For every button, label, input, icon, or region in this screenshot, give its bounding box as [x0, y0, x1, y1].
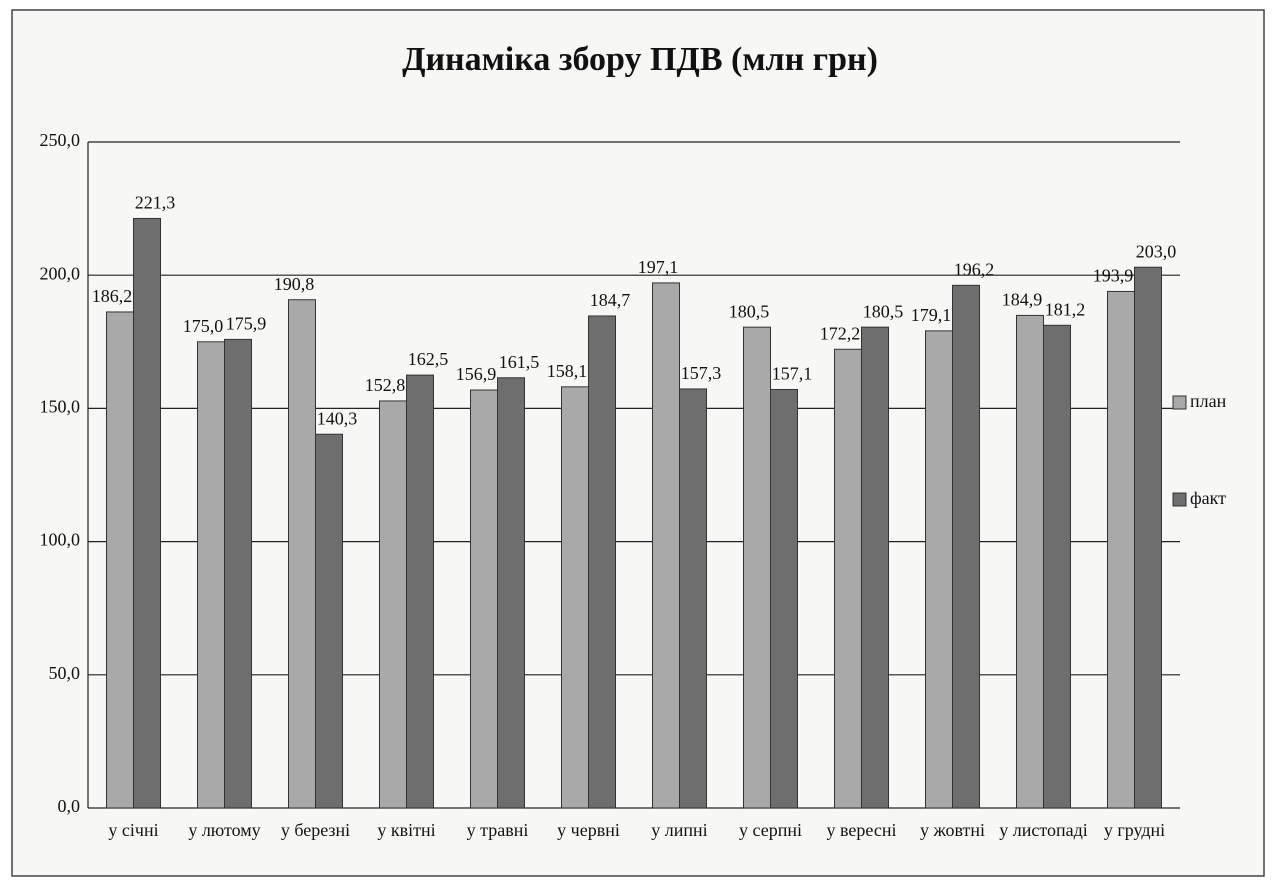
bar	[652, 282, 680, 809]
data-label: 197,1	[638, 257, 679, 277]
legend-label: план	[1190, 391, 1227, 411]
x-tick-label: у жовтні	[920, 820, 985, 840]
x-tick-label: у лютому	[188, 820, 260, 840]
bar	[743, 326, 771, 809]
bar	[679, 388, 707, 809]
data-label: 180,5	[863, 301, 904, 321]
bar	[925, 330, 953, 809]
bar	[1134, 266, 1162, 809]
data-label: 203,0	[1136, 241, 1177, 261]
x-tick-label: у квітні	[377, 820, 435, 840]
bar	[497, 377, 525, 809]
data-label: 157,1	[772, 364, 813, 384]
bar	[861, 326, 889, 809]
legend-label: факт	[1190, 488, 1226, 508]
bar	[561, 386, 589, 809]
y-tick-label: 50,0	[49, 663, 81, 683]
x-tick-label: у січні	[108, 820, 158, 840]
bar	[952, 284, 980, 809]
data-label: 184,9	[1002, 290, 1043, 310]
data-label: 190,8	[274, 274, 315, 294]
bar	[588, 315, 616, 809]
x-tick-label: у березні	[281, 820, 350, 840]
data-label: 180,5	[729, 301, 770, 321]
data-label: 193,9	[1093, 266, 1134, 286]
data-label: 140,3	[317, 408, 358, 428]
bar	[1016, 314, 1044, 809]
bar	[315, 433, 343, 809]
data-label: 156,9	[456, 364, 497, 384]
data-label: 181,2	[1045, 299, 1086, 319]
bar	[770, 388, 798, 809]
bar	[197, 341, 225, 809]
bar	[834, 348, 862, 809]
y-tick-label: 100,0	[40, 530, 81, 550]
bar	[288, 299, 316, 809]
legend-swatch	[1172, 395, 1187, 410]
data-label: 175,9	[226, 314, 267, 334]
data-label: 179,1	[911, 305, 952, 325]
bar	[1107, 290, 1135, 809]
data-label: 186,2	[92, 286, 133, 306]
bar	[1043, 324, 1071, 809]
bar	[133, 217, 161, 809]
data-label: 158,1	[547, 361, 588, 381]
bar	[379, 400, 407, 809]
legend-swatch	[1172, 492, 1187, 507]
data-label: 221,3	[135, 193, 176, 213]
x-tick-label: у листопаді	[999, 820, 1088, 840]
y-tick-label: 250,0	[40, 130, 81, 150]
bar	[106, 311, 134, 809]
data-label: 157,3	[681, 363, 722, 383]
x-tick-label: у липні	[651, 820, 707, 840]
data-label: 184,7	[590, 290, 631, 310]
x-tick-label: у серпні	[739, 820, 802, 840]
bar	[224, 338, 252, 809]
data-label: 175,0	[183, 316, 224, 336]
chart-title: Динаміка збору ПДВ (млн грн)	[402, 41, 878, 78]
x-tick-label: у вересні	[827, 820, 897, 840]
data-label: 161,5	[499, 352, 540, 372]
data-label: 196,2	[954, 259, 995, 279]
bar	[406, 374, 434, 809]
y-tick-label: 200,0	[40, 263, 81, 283]
bar	[470, 389, 498, 809]
y-tick-label: 150,0	[40, 397, 81, 417]
x-tick-label: у грудні	[1104, 820, 1165, 840]
data-label: 172,2	[820, 323, 861, 343]
x-tick-label: у червні	[557, 820, 620, 840]
y-tick-label: 0,0	[58, 796, 81, 816]
data-label: 162,5	[408, 349, 449, 369]
data-label: 152,8	[365, 375, 406, 395]
x-tick-label: у травні	[467, 820, 529, 840]
